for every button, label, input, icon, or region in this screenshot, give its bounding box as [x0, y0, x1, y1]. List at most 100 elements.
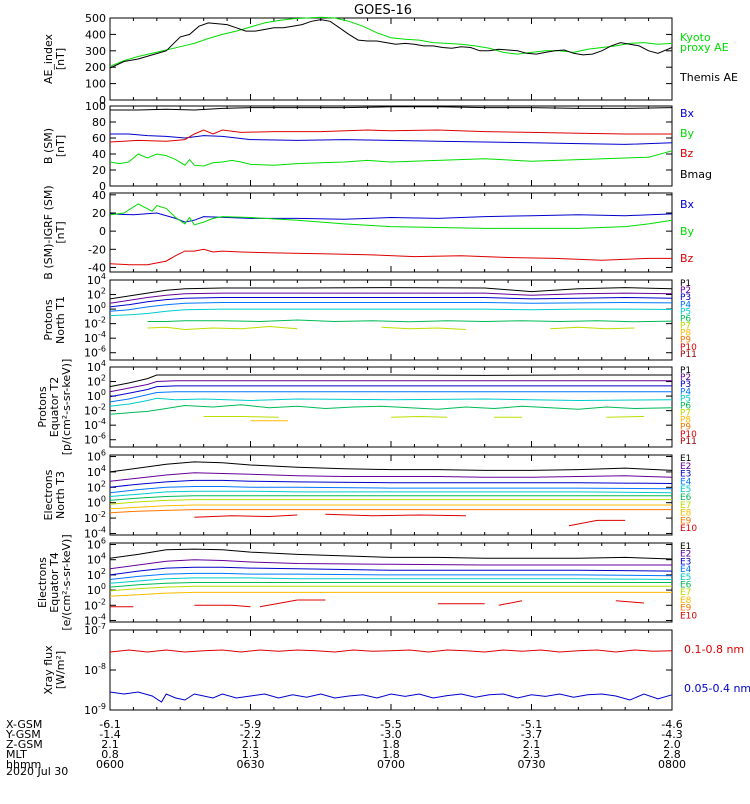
y-tick-label: 102 — [87, 374, 106, 389]
y-tick-label: -40 — [88, 261, 106, 274]
series-line-p7 — [203, 416, 279, 418]
x-axis-value: -2.2 — [240, 728, 261, 741]
chart-title: GOES-16 — [354, 3, 412, 18]
x-axis-value: 0630 — [237, 758, 265, 771]
x-axis-row-label: X-GSM — [6, 718, 42, 731]
x-axis-value: -3.7 — [521, 728, 542, 741]
y-tick-label: 100 — [87, 388, 106, 403]
x-axis-value: 0.8 — [101, 748, 119, 761]
y-axis-label: [p/(cm²-s-sr-keV)] — [60, 359, 73, 456]
legend-entry: Bmag — [680, 168, 712, 181]
series-line-p7c — [550, 326, 635, 330]
y-tick-label: 10-4 — [84, 417, 106, 432]
legend-entry: Bx — [680, 198, 695, 211]
legend-entry: proxy AE — [680, 41, 729, 54]
panel-frame — [109, 629, 673, 711]
x-axis-value: -6.1 — [99, 718, 120, 731]
y-tick-label: 20 — [92, 207, 106, 220]
legend-entry: Bx — [680, 107, 695, 120]
series-line-p3 — [109, 385, 672, 398]
series-line-kyoto-proxy-ae — [109, 16, 673, 67]
x-axis-value: 0600 — [96, 758, 124, 771]
legend-entry: E3 — [680, 557, 691, 567]
series-line-e10f — [498, 600, 523, 606]
y-axis-label: Protons — [42, 299, 55, 340]
y-axis-label: North T1 — [54, 296, 67, 344]
series-line-p5 — [109, 397, 673, 407]
y-axis-label: Electrons — [42, 469, 55, 520]
y-tick-label: 10-7 — [84, 622, 106, 637]
series-line-p4 — [109, 301, 673, 312]
y-tick-label: 0 — [99, 94, 106, 107]
series-line-e8 — [109, 591, 672, 597]
legend-entry: P4 — [680, 387, 691, 397]
legend-entry: E7 — [680, 501, 691, 511]
legend-entry: Bz — [680, 147, 694, 160]
legend-entry: E9 — [680, 516, 692, 526]
series-line-e3 — [109, 566, 673, 576]
series-line-e2 — [109, 472, 673, 482]
legend-entry: P1 — [680, 279, 691, 289]
x-axis-value: 1.8 — [382, 738, 400, 751]
series-line-p2 — [109, 292, 673, 304]
series-line-e10 — [194, 514, 298, 518]
y-tick-label: 100 — [87, 301, 106, 316]
series-line-0-1-0-8-nm — [109, 649, 673, 653]
series-line-p4 — [109, 391, 672, 403]
y-tick-label: 10-8 — [84, 662, 106, 677]
panel-frame — [109, 105, 673, 187]
series-line-bx — [109, 212, 673, 223]
series-line-p3 — [109, 296, 673, 308]
y-tick-label: 400 — [85, 28, 106, 41]
y-tick-label: 200 — [85, 61, 106, 74]
legend-entry: E7 — [680, 588, 691, 598]
series-line-e9 — [109, 509, 672, 514]
date-label: 2020 Jul 30 — [6, 765, 68, 778]
legend-entry: E3 — [680, 470, 691, 480]
y-axis-label: Electrons — [36, 557, 49, 608]
y-tick-label: 100 — [85, 78, 106, 91]
legend-entry: P11 — [680, 437, 697, 447]
series-line-themis-ae — [109, 19, 673, 69]
y-tick-label: 60 — [92, 132, 106, 145]
legend-entry: P2 — [680, 286, 691, 296]
y-tick-label: 102 — [87, 287, 106, 302]
x-axis-row-label: Y-GSM — [5, 728, 41, 741]
series-line-p1 — [109, 287, 673, 300]
legend-entry: P8 — [680, 329, 691, 339]
series-line-p2 — [109, 380, 672, 393]
legend-entry: P2 — [680, 373, 691, 383]
legend-entry: 0.1-0.8 nm — [684, 643, 744, 656]
series-line-e2 — [109, 559, 672, 570]
legend-entry: By — [680, 127, 695, 140]
legend-entry: P3 — [680, 380, 691, 390]
series-line-p5 — [109, 308, 673, 317]
legend-entry: E8 — [680, 509, 692, 519]
x-axis-value: 2.3 — [523, 748, 541, 761]
x-axis-value: 2.1 — [523, 738, 541, 751]
y-axis-label: Equator T2 — [48, 377, 61, 437]
series-line-e8 — [109, 504, 672, 510]
y-tick-label: 40 — [92, 148, 106, 161]
series-line-e5 — [109, 490, 673, 497]
series-line-e7 — [109, 585, 672, 592]
legend-entry: By — [680, 225, 695, 238]
series-line-e10g — [615, 600, 644, 604]
series-line-bx — [110, 133, 673, 145]
legend-entry: E4 — [680, 477, 692, 487]
y-axis-label: Equator T4 — [48, 552, 61, 612]
y-tick-label: 10-6 — [84, 432, 106, 447]
legend-entry: P5 — [680, 394, 691, 404]
legend-entry: P6 — [680, 314, 691, 324]
series-line-p7b — [381, 326, 466, 330]
legend-entry: E2 — [680, 462, 691, 472]
y-tick-label: 10-4 — [84, 330, 106, 345]
y-tick-label: 20 — [92, 164, 106, 177]
series-line-bmag — [110, 106, 673, 111]
series-line-e4 — [109, 486, 673, 494]
x-axis-value: 2.0 — [663, 738, 681, 751]
series-line-e10b — [325, 513, 466, 517]
series-line-e1 — [109, 548, 673, 560]
